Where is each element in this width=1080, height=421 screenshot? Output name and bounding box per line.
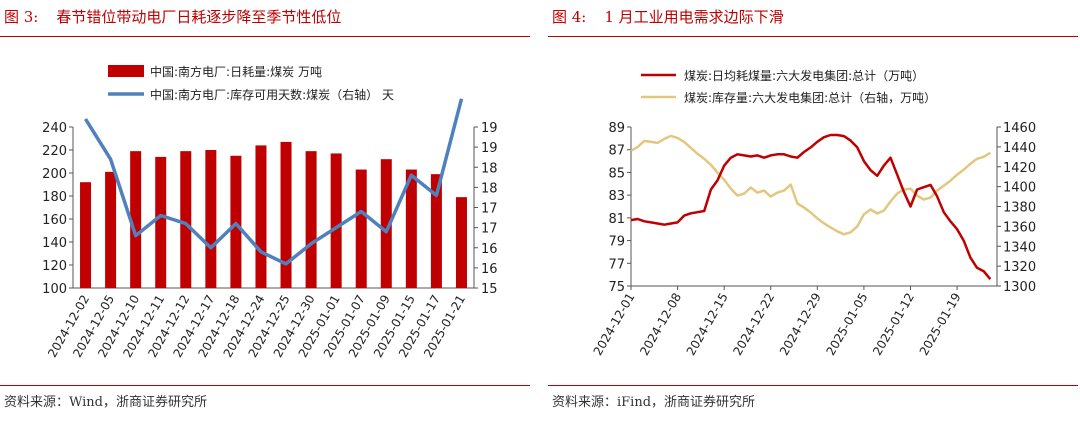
y-tick-label: 89 (608, 121, 625, 136)
y2-tick-label: 1420 (1003, 161, 1036, 176)
y2-tick-label: 15 (481, 282, 498, 297)
y2-tick-label: 1460 (1003, 121, 1036, 136)
right-figure-label: 图 4: (552, 8, 587, 26)
y-tick-label: 83 (608, 189, 625, 204)
right-figure-title-text: 1 月工业用电需求边际下滑 (604, 8, 784, 26)
x-tick-label: 2024-12-29 (777, 291, 824, 358)
x-tick-label: 2024-12-22 (730, 291, 777, 358)
x-tick-label: 2025-01-19 (917, 291, 964, 358)
stock-days-line (84, 98, 464, 266)
left-figure-title-text: 春节错位带动电厂日耗逐步降至季节性低位 (56, 8, 342, 26)
bar (180, 151, 192, 288)
y-tick-label: 79 (608, 235, 625, 250)
y-tick-label: 81 (608, 212, 625, 227)
left-figure-label: 图 3: (4, 8, 39, 26)
x-tick-label: 2025-01-05 (824, 291, 871, 358)
bar (205, 150, 217, 288)
bar (305, 151, 317, 288)
y2-tick-label: 1380 (1003, 201, 1036, 216)
bar (280, 141, 292, 288)
bar (330, 153, 342, 288)
left-panel: 图 3: 春节错位带动电厂日耗逐步降至季节性低位 100 120 140 160 180 2… (0, 0, 530, 421)
y2-tick-label: 19 (481, 141, 498, 156)
y2-tick-label: 18 (481, 181, 498, 196)
bar (80, 182, 92, 288)
y2-tick-label: 1340 (1003, 240, 1036, 255)
y2-tick-label: 1320 (1003, 260, 1036, 275)
y-tick-label: 85 (608, 166, 625, 181)
y2-tick-label: 1360 (1003, 220, 1036, 235)
left-source-rule (0, 385, 530, 386)
right-source-note: 资料来源：iFind，浙商证券研究所 (552, 395, 756, 410)
x-tick-label: 2024-12-15 (684, 291, 731, 358)
bar (455, 197, 467, 288)
y2-tick-label: 16 (481, 262, 498, 277)
bar (380, 159, 392, 288)
y-tick-label: 140 (42, 236, 67, 251)
right-panel: 图 4: 1 月工业用电需求边际下滑 75 77 79 81 83 85 87 89 1300 13… (548, 0, 1078, 421)
y-tick-label: 75 (608, 280, 625, 295)
y-tick-label: 240 (42, 121, 67, 136)
right-chart: 75 77 79 81 83 85 87 89 1300 1320 1340 1360 1380 1400… (591, 68, 1036, 358)
right-figure-title: 图 4: 1 月工业用电需求边际下滑 (552, 6, 784, 27)
y-tick-label: 180 (42, 190, 67, 205)
y2-tick-label: 17 (481, 222, 498, 237)
legend-swatch-bar (108, 65, 144, 77)
y2-tick-label: 16 (481, 242, 498, 257)
left-figure-title: 图 3: 春节错位带动电厂日耗逐步降至季节性低位 (4, 6, 341, 27)
x-tick-label: 2024-12-08 (637, 291, 684, 358)
y2-tick-label: 1440 (1003, 141, 1036, 156)
left-source-note: 资料来源：Wind，浙商证券研究所 (4, 395, 207, 410)
bar (130, 151, 142, 288)
x-tick-label: 2024-12-01 (591, 291, 638, 358)
bar (155, 156, 167, 288)
y-tick-label: 77 (608, 257, 625, 272)
right-source-rule (548, 385, 1078, 386)
y-tick-label: 200 (42, 167, 67, 182)
left-title-rule (0, 36, 530, 37)
coal-inventory-line (630, 134, 991, 236)
right-title-rule (548, 36, 1078, 37)
y-tick-label: 87 (608, 144, 625, 159)
y-tick-label: 100 (42, 282, 67, 297)
legend-label-bar: 中国:南方电厂:日耗量:煤炭 万吨 (150, 64, 322, 79)
y-tick-label: 160 (42, 213, 67, 228)
daily-coal-consumption-line (630, 133, 992, 280)
legend-label-inventory: 煤炭:库存量:六大发电集团:总计（右轴，万吨） (684, 90, 936, 105)
bar (405, 169, 417, 288)
y-tick-label: 220 (42, 144, 67, 159)
y-tick-label: 120 (42, 259, 67, 274)
y2-tick-label: 18 (481, 161, 498, 176)
left-chart: 100 120 140 160 180 200 220 240 15 16 16 17 17 18 18 19… (42, 64, 498, 360)
y2-tick-label: 19 (481, 121, 498, 136)
bar (430, 174, 442, 288)
y2-tick-label: 17 (481, 202, 498, 217)
x-tick-label: 2025-01-12 (870, 291, 917, 358)
bar (255, 145, 267, 288)
y2-tick-label: 1400 (1003, 181, 1036, 196)
legend-label-consumption: 煤炭:日均耗煤量:六大发电集团:总计（万吨） (684, 68, 924, 83)
bar (355, 169, 367, 288)
bar (105, 171, 117, 288)
legend-label-line: 中国:南方电厂:库存可用天数:煤炭（右轴） 天 (150, 87, 394, 102)
y2-tick-label: 1300 (1003, 280, 1036, 295)
